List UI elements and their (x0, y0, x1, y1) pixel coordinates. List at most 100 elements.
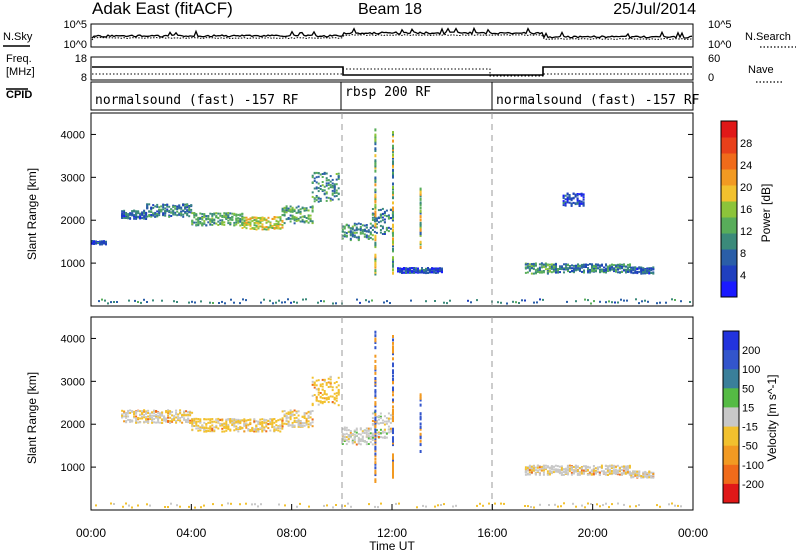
echo-cell (175, 420, 178, 423)
echo-cell (369, 432, 372, 435)
power-colorbar-swatch (721, 281, 737, 298)
echo-cell (191, 220, 194, 223)
echo-cell (133, 410, 136, 413)
echo-cell (335, 397, 338, 400)
echo-cell (351, 225, 354, 228)
streak-cell (374, 234, 377, 238)
echo-cell (317, 391, 320, 394)
echo-cell (301, 218, 304, 221)
echo-cell (281, 210, 284, 213)
echo-cell (524, 473, 527, 476)
echo-cell (269, 224, 272, 227)
echo-cell (331, 401, 334, 403)
ground-cell (260, 503, 262, 506)
echo-cell (387, 425, 390, 428)
echo-cell (598, 471, 601, 474)
echo-cell (634, 267, 637, 270)
echo-cell (576, 470, 579, 473)
echo-cell (197, 224, 200, 227)
echo-cell (607, 267, 609, 270)
echo-cell (257, 225, 260, 228)
echo-cell (171, 414, 174, 417)
streak-cell (374, 339, 377, 343)
streak-cell (392, 470, 394, 474)
streak-cell (392, 377, 394, 381)
echo-cell (243, 423, 246, 426)
echo-cell (179, 419, 182, 422)
echo-cell (435, 269, 437, 272)
echo-cell (235, 221, 238, 224)
echo-cell (265, 228, 268, 231)
echo-cell (293, 215, 296, 218)
echo-cell (548, 472, 551, 475)
echo-cell (349, 234, 352, 237)
streak-cell (392, 230, 394, 234)
echo-cell (397, 267, 399, 270)
echo-cell (579, 265, 581, 268)
echo-cell (377, 418, 380, 421)
streak-cell (374, 193, 377, 197)
echo-cell (325, 177, 328, 180)
echo-cell (375, 226, 378, 229)
echo-cell (333, 186, 336, 189)
echo-cell (349, 436, 352, 439)
echo-cell (403, 267, 405, 269)
echo-cell (175, 409, 178, 412)
power-ylabel: Slant Range [km] (25, 168, 39, 260)
echo-cell (231, 212, 234, 215)
echo-cell (317, 190, 320, 193)
echo-cell (129, 412, 132, 414)
echo-cell (417, 267, 419, 270)
echo-cell (241, 224, 244, 226)
echo-cell (125, 420, 128, 423)
streak-cell (374, 431, 377, 435)
echo-cell (381, 216, 384, 219)
ground-cell (260, 301, 262, 304)
echo-cell (164, 212, 167, 215)
echo-cell (329, 375, 332, 378)
ground-cell (293, 300, 295, 303)
echo-cell (313, 394, 316, 396)
echo-cell (627, 263, 629, 266)
echo-cell (315, 396, 318, 399)
echo-cell (199, 428, 202, 430)
echo-cell (437, 270, 439, 273)
echo-cell (550, 263, 553, 266)
echo-cell (169, 420, 172, 423)
echo-cell (646, 267, 649, 270)
ground-cell (587, 502, 589, 505)
echo-cell (311, 220, 314, 223)
echo-cell (195, 422, 198, 425)
echo-cell (127, 215, 130, 218)
echo-cell (135, 217, 138, 220)
ground-cell (161, 299, 163, 302)
echo-cell (561, 268, 563, 271)
echo-cell (587, 270, 589, 273)
echo-cell (327, 184, 330, 186)
echo-cell (191, 418, 194, 421)
echo-cell (321, 173, 324, 175)
echo-cell (209, 419, 212, 422)
echo-cell (582, 202, 585, 205)
echo-cell (441, 269, 443, 272)
echo-cell (315, 186, 318, 189)
ground-cell (443, 301, 445, 304)
echo-cell (101, 241, 103, 244)
streak-cell (392, 258, 394, 261)
echo-cell (644, 268, 647, 271)
echo-cell (103, 240, 105, 243)
echo-cell (593, 267, 595, 270)
echo-cell (273, 227, 276, 230)
echo-cell (341, 437, 344, 440)
echo-cell (269, 226, 272, 229)
echo-cell (265, 419, 268, 421)
echo-cell (359, 226, 362, 228)
echo-cell (227, 428, 230, 431)
echo-cell (562, 197, 565, 200)
streak-cell (374, 215, 377, 219)
echo-cell (611, 268, 613, 271)
echo-cell (574, 464, 577, 467)
echo-cell (532, 465, 535, 468)
echo-cell (309, 416, 312, 419)
echo-cell (323, 189, 326, 192)
